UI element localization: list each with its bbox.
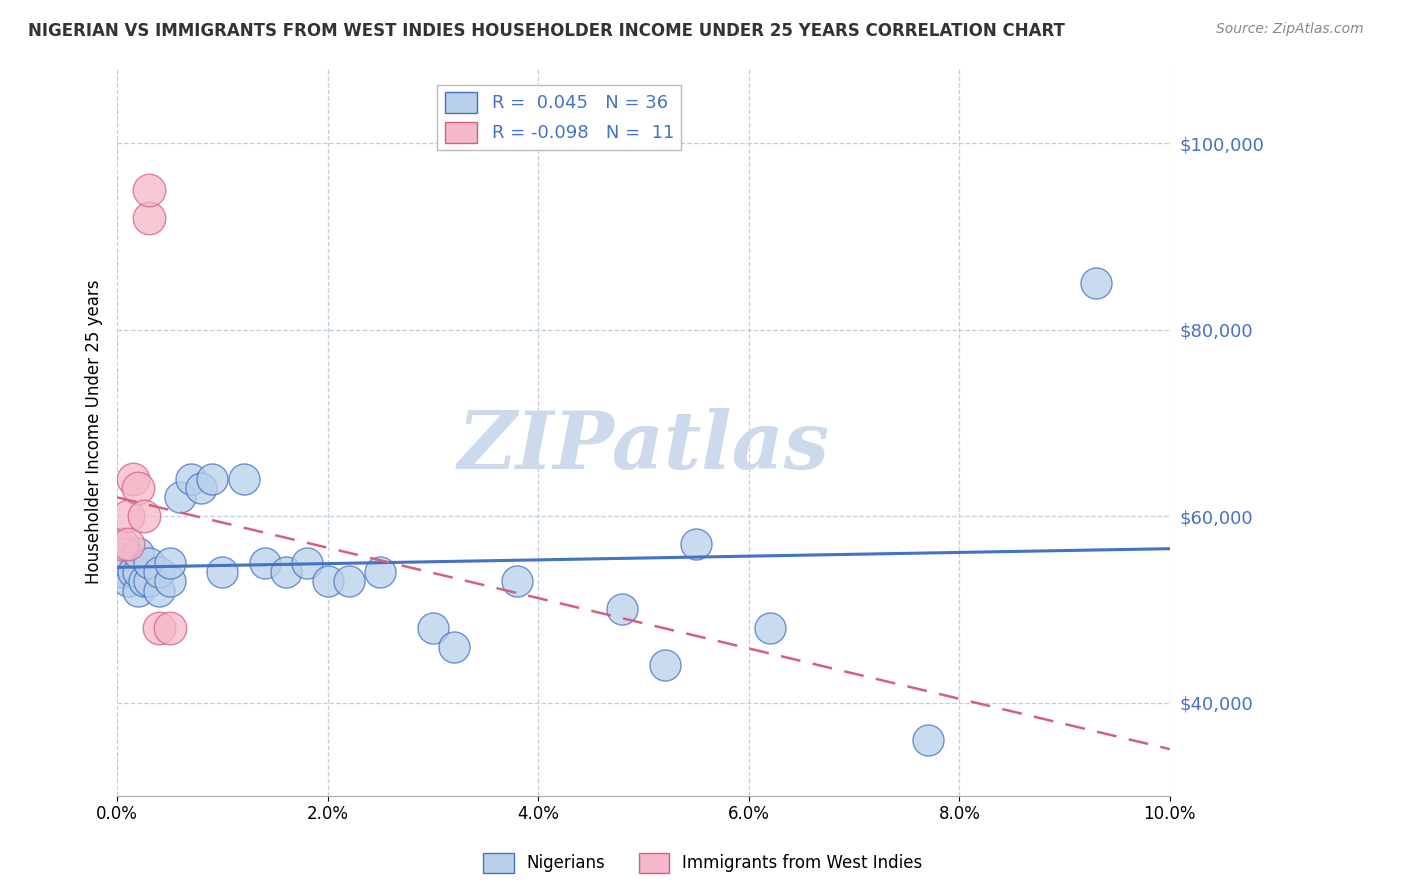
Point bbox=[201, 472, 224, 486]
Point bbox=[211, 565, 233, 579]
Y-axis label: Householder Income Under 25 years: Householder Income Under 25 years bbox=[86, 280, 103, 584]
Point bbox=[180, 472, 202, 486]
Point bbox=[316, 574, 339, 589]
Point bbox=[159, 621, 181, 635]
Point bbox=[148, 583, 170, 598]
Point bbox=[117, 574, 139, 589]
Point bbox=[148, 565, 170, 579]
Point bbox=[127, 546, 149, 560]
Point bbox=[127, 583, 149, 598]
Point bbox=[138, 183, 160, 197]
Point bbox=[114, 546, 136, 560]
Text: ZIPatlas: ZIPatlas bbox=[457, 408, 830, 485]
Point bbox=[654, 658, 676, 673]
Point bbox=[111, 537, 134, 551]
Point bbox=[232, 472, 254, 486]
Point bbox=[148, 621, 170, 635]
Point bbox=[159, 556, 181, 570]
Point bbox=[169, 491, 191, 505]
Point bbox=[1085, 276, 1108, 290]
Point bbox=[132, 509, 155, 524]
Text: NIGERIAN VS IMMIGRANTS FROM WEST INDIES HOUSEHOLDER INCOME UNDER 25 YEARS CORREL: NIGERIAN VS IMMIGRANTS FROM WEST INDIES … bbox=[28, 22, 1064, 40]
Point bbox=[138, 211, 160, 225]
Point bbox=[422, 621, 444, 635]
Point bbox=[138, 574, 160, 589]
Point bbox=[253, 556, 276, 570]
Point bbox=[506, 574, 529, 589]
Point bbox=[111, 565, 134, 579]
Point bbox=[122, 565, 145, 579]
Point bbox=[337, 574, 360, 589]
Point bbox=[122, 472, 145, 486]
Point bbox=[117, 537, 139, 551]
Point bbox=[127, 481, 149, 495]
Point bbox=[759, 621, 782, 635]
Point bbox=[117, 509, 139, 524]
Point bbox=[127, 565, 149, 579]
Legend: Nigerians, Immigrants from West Indies: Nigerians, Immigrants from West Indies bbox=[477, 847, 929, 880]
Point bbox=[527, 816, 550, 830]
Text: Source: ZipAtlas.com: Source: ZipAtlas.com bbox=[1216, 22, 1364, 37]
Point bbox=[370, 565, 392, 579]
Point bbox=[159, 574, 181, 589]
Point bbox=[132, 574, 155, 589]
Point bbox=[138, 556, 160, 570]
Point bbox=[443, 640, 465, 654]
Point bbox=[117, 556, 139, 570]
Point bbox=[917, 732, 939, 747]
Point bbox=[685, 537, 707, 551]
Point bbox=[295, 556, 318, 570]
Point bbox=[190, 481, 212, 495]
Legend: R =  0.045   N = 36, R = -0.098   N =  11: R = 0.045 N = 36, R = -0.098 N = 11 bbox=[437, 85, 681, 150]
Point bbox=[612, 602, 634, 616]
Point bbox=[274, 565, 297, 579]
